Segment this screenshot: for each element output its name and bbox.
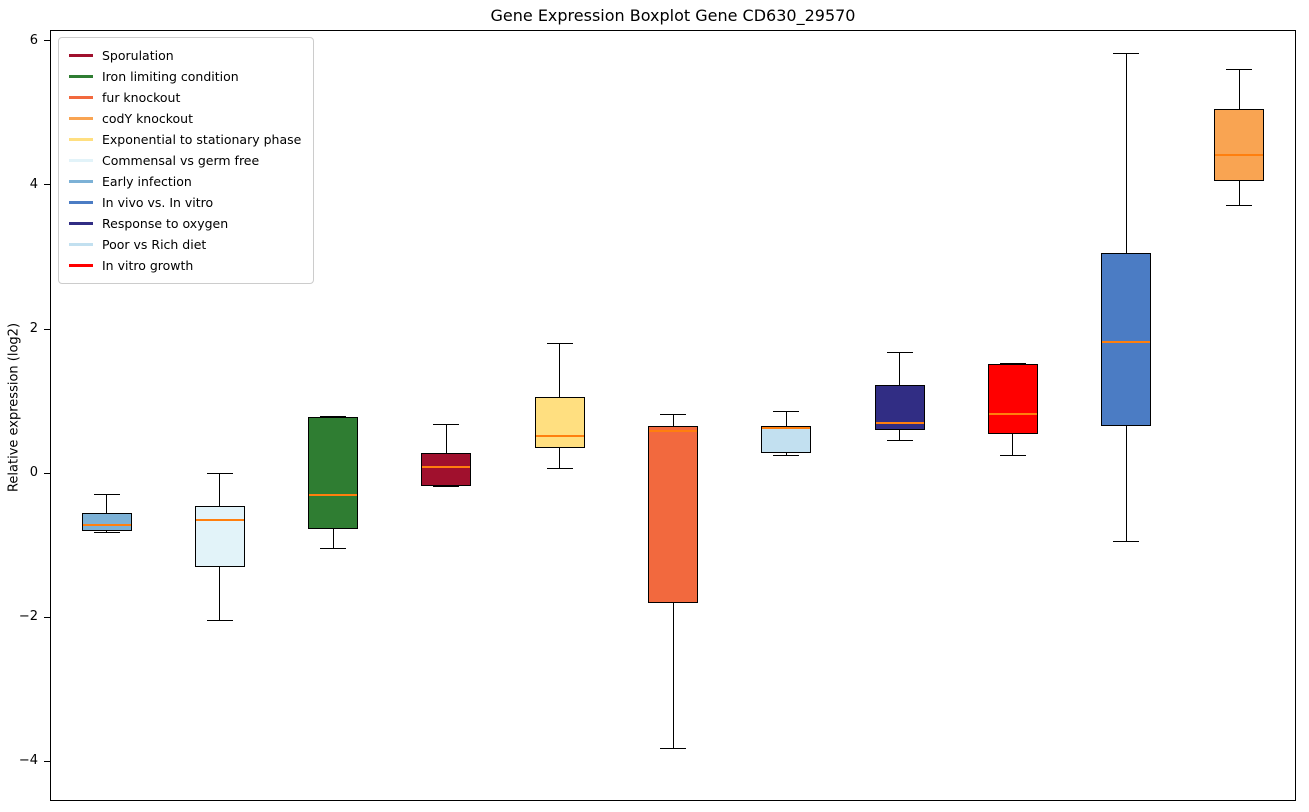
whisker-cap-top xyxy=(433,423,460,425)
median-line xyxy=(988,413,1037,416)
whisker-cap-top xyxy=(206,472,233,474)
legend-swatch xyxy=(69,54,93,57)
boxplot-box xyxy=(194,505,245,567)
y-tick-mark xyxy=(44,760,50,762)
y-tick-label: −4 xyxy=(18,753,38,769)
boxplot-box xyxy=(534,397,585,448)
whisker-cap-top xyxy=(93,494,120,496)
legend-swatch xyxy=(69,243,93,246)
legend-item: Sporulation xyxy=(69,45,301,66)
legend-swatch xyxy=(69,159,93,162)
whisker-cap-bottom xyxy=(886,440,913,442)
whisker-cap-bottom xyxy=(206,620,233,622)
y-tick-mark xyxy=(44,328,50,330)
legend-label: Early infection xyxy=(102,174,192,189)
y-tick-mark xyxy=(44,616,50,618)
median-line xyxy=(535,434,584,437)
legend-swatch xyxy=(69,75,93,78)
legend-swatch xyxy=(69,117,93,120)
boxplot-box xyxy=(1101,253,1152,427)
legend-item: Exponential to stationary phase xyxy=(69,129,301,150)
legend-label: fur knockout xyxy=(102,90,181,105)
whisker-cap-top xyxy=(773,411,800,413)
legend-swatch xyxy=(69,201,93,204)
legend-label: Commensal vs germ free xyxy=(102,153,260,168)
boxplot-box xyxy=(1214,109,1265,182)
median-line xyxy=(649,430,697,433)
whisker-cap-bottom xyxy=(773,454,800,456)
whisker-cap-bottom xyxy=(433,485,460,487)
legend-swatch xyxy=(69,138,93,141)
chart-title: Gene Expression Boxplot Gene CD630_29570 xyxy=(490,6,856,25)
whisker-cap-bottom xyxy=(1226,204,1253,206)
legend-swatch xyxy=(69,222,93,225)
median-line xyxy=(195,518,244,521)
legend-item: Iron limiting condition xyxy=(69,66,301,87)
legend-item: In vivo vs. In vitro xyxy=(69,192,301,213)
legend-label: Iron limiting condition xyxy=(102,69,239,84)
median-line xyxy=(1102,341,1151,343)
whisker-cap-bottom xyxy=(93,531,120,533)
y-tick-mark xyxy=(44,184,50,186)
whisker-cap-bottom xyxy=(999,454,1026,456)
legend-label: Exponential to stationary phase xyxy=(102,132,302,147)
whisker-cap-bottom xyxy=(660,747,686,749)
legend-item: fur knockout xyxy=(69,87,301,108)
boxplot-box xyxy=(421,452,472,487)
median-line xyxy=(1215,153,1264,156)
boxplot-box xyxy=(308,416,359,530)
median-line xyxy=(875,421,924,424)
y-tick-label: −2 xyxy=(18,609,38,625)
legend-item: In vitro growth xyxy=(69,255,301,276)
boxplot-box xyxy=(987,363,1038,434)
whisker-cap-top xyxy=(1113,53,1140,55)
legend-label: In vitro growth xyxy=(102,258,194,273)
y-tick-mark xyxy=(44,40,50,42)
legend-label: Response to oxygen xyxy=(102,216,229,231)
y-tick-label: 0 xyxy=(29,465,38,481)
legend-swatch xyxy=(69,264,93,267)
legend-item: Commensal vs germ free xyxy=(69,150,301,171)
whisker-cap-bottom xyxy=(546,467,573,469)
legend-item: Response to oxygen xyxy=(69,213,301,234)
boxplot-box xyxy=(648,426,698,603)
whisker-cap-bottom xyxy=(1113,541,1140,543)
median-line xyxy=(82,524,131,527)
legend-label: Poor vs Rich diet xyxy=(102,237,207,252)
whisker-cap-top xyxy=(1226,69,1253,71)
median-line xyxy=(309,493,358,496)
legend-item: codY knockout xyxy=(69,108,301,129)
legend: Sporulation Iron limiting condition fur kn… xyxy=(58,37,315,284)
legend-label: codY knockout xyxy=(102,111,194,126)
whisker-cap-top xyxy=(886,351,913,353)
legend-swatch xyxy=(69,180,93,183)
median-line xyxy=(762,427,811,430)
legend-item: Early infection xyxy=(69,171,301,192)
legend-label: Sporulation xyxy=(102,48,174,63)
whisker-cap-top xyxy=(660,413,686,415)
boxplot-box xyxy=(761,426,812,453)
y-tick-label: 6 xyxy=(29,32,38,48)
legend-swatch xyxy=(69,96,93,99)
boxplot-box xyxy=(81,512,132,531)
y-tick-label: 4 xyxy=(29,176,38,192)
whisker-cap-bottom xyxy=(320,548,347,550)
y-tick-mark xyxy=(44,472,50,474)
whisker-cap-top xyxy=(546,342,573,344)
legend-label: In vivo vs. In vitro xyxy=(102,195,214,210)
y-tick-label: 2 xyxy=(29,321,38,337)
legend-item: Poor vs Rich diet xyxy=(69,234,301,255)
median-line xyxy=(422,466,471,469)
